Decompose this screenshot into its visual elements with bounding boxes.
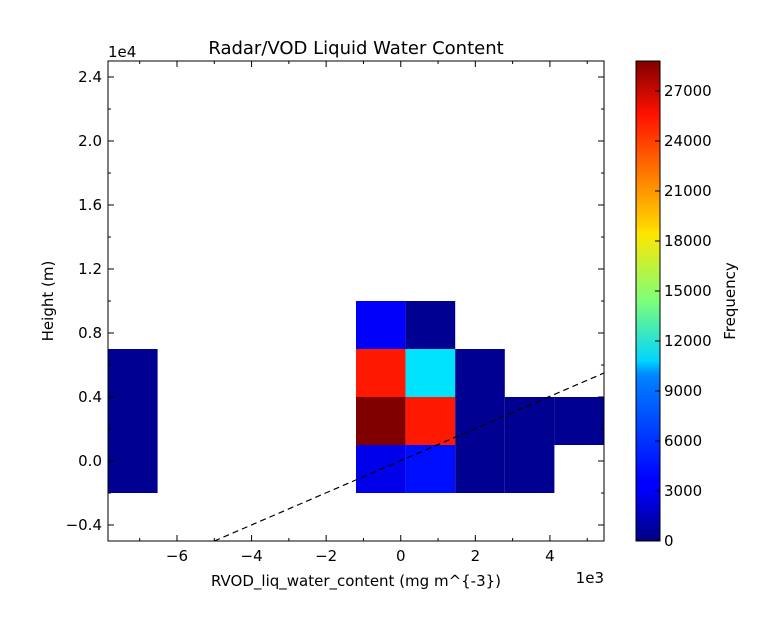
y-tick-label: −0.4 [66, 516, 102, 534]
x-tick-label: −2 [315, 547, 337, 565]
heatmap-cell [405, 445, 456, 493]
heatmap-cell [356, 349, 406, 397]
colorbar-label: Frequency [721, 262, 739, 340]
heatmap-cell [405, 349, 456, 397]
x-tick-label: 2 [471, 547, 481, 565]
heatmap-cells [108, 301, 604, 493]
y-tick-label: 2.0 [78, 132, 102, 150]
colorbar-tick-label: 9000 [664, 382, 702, 400]
colorbar-tick-label: 0 [664, 532, 674, 550]
heatmap-cell [356, 301, 406, 349]
y-tick-label: 0.4 [78, 388, 102, 406]
y-tick-label: 1.6 [78, 196, 102, 214]
x-tick-label: 4 [545, 547, 555, 565]
y-tick-label: 2.4 [78, 68, 102, 86]
y-tick-label: 1.2 [78, 260, 102, 278]
colorbar-tick-label: 18000 [664, 232, 712, 250]
colorbar-tick-label: 6000 [664, 432, 702, 450]
x-axis: −6 −4 −2 0 2 4 [139, 61, 588, 565]
heatmap-cell [405, 301, 456, 349]
colorbar [635, 60, 661, 542]
heatmap-cell [455, 397, 505, 445]
chart-title: Radar/VOD Liquid Water Content [208, 38, 503, 59]
x-tick-label: 0 [396, 547, 406, 565]
y-tick-label: 0.0 [78, 452, 102, 470]
colorbar-tick-label: 21000 [664, 182, 712, 200]
colorbar-tick-label: 24000 [664, 132, 712, 150]
heatmap-cell [356, 397, 406, 445]
x-tick-label: −6 [166, 547, 188, 565]
heatmap-cell [455, 445, 505, 493]
x-axis-multiplier: 1e3 [576, 569, 604, 587]
x-axis-label: RVOD_liq_water_content (mg m^{-3}) [211, 572, 501, 591]
heatmap-cell [554, 397, 604, 445]
heatmap-cell [108, 445, 158, 493]
colorbar-tick-label: 12000 [664, 332, 712, 350]
reference-line [214, 372, 604, 541]
y-axis-label: Height (m) [39, 261, 57, 342]
y-axis: −0.4 0.0 0.4 0.8 1.2 1.6 2.0 2.4 [66, 68, 604, 534]
heatmap-cell [108, 349, 158, 397]
heatmap-cell [504, 397, 555, 445]
heatmap-cell [405, 397, 456, 445]
heatmap-cell [504, 445, 555, 493]
colorbar-tick-label: 27000 [664, 82, 712, 100]
colorbar-tick-label: 15000 [664, 282, 712, 300]
y-tick-label: 0.8 [78, 324, 102, 342]
x-tick-label: −4 [241, 547, 263, 565]
colorbar-tick-label: 3000 [664, 482, 702, 500]
heatmap-cell [455, 349, 505, 397]
heatmap-cell [108, 397, 158, 445]
colorbar-ticks: 0 3000 6000 9000 12000 15000 18000 21000 24000 27… [655, 82, 712, 550]
y-axis-multiplier: 1e4 [108, 43, 136, 61]
